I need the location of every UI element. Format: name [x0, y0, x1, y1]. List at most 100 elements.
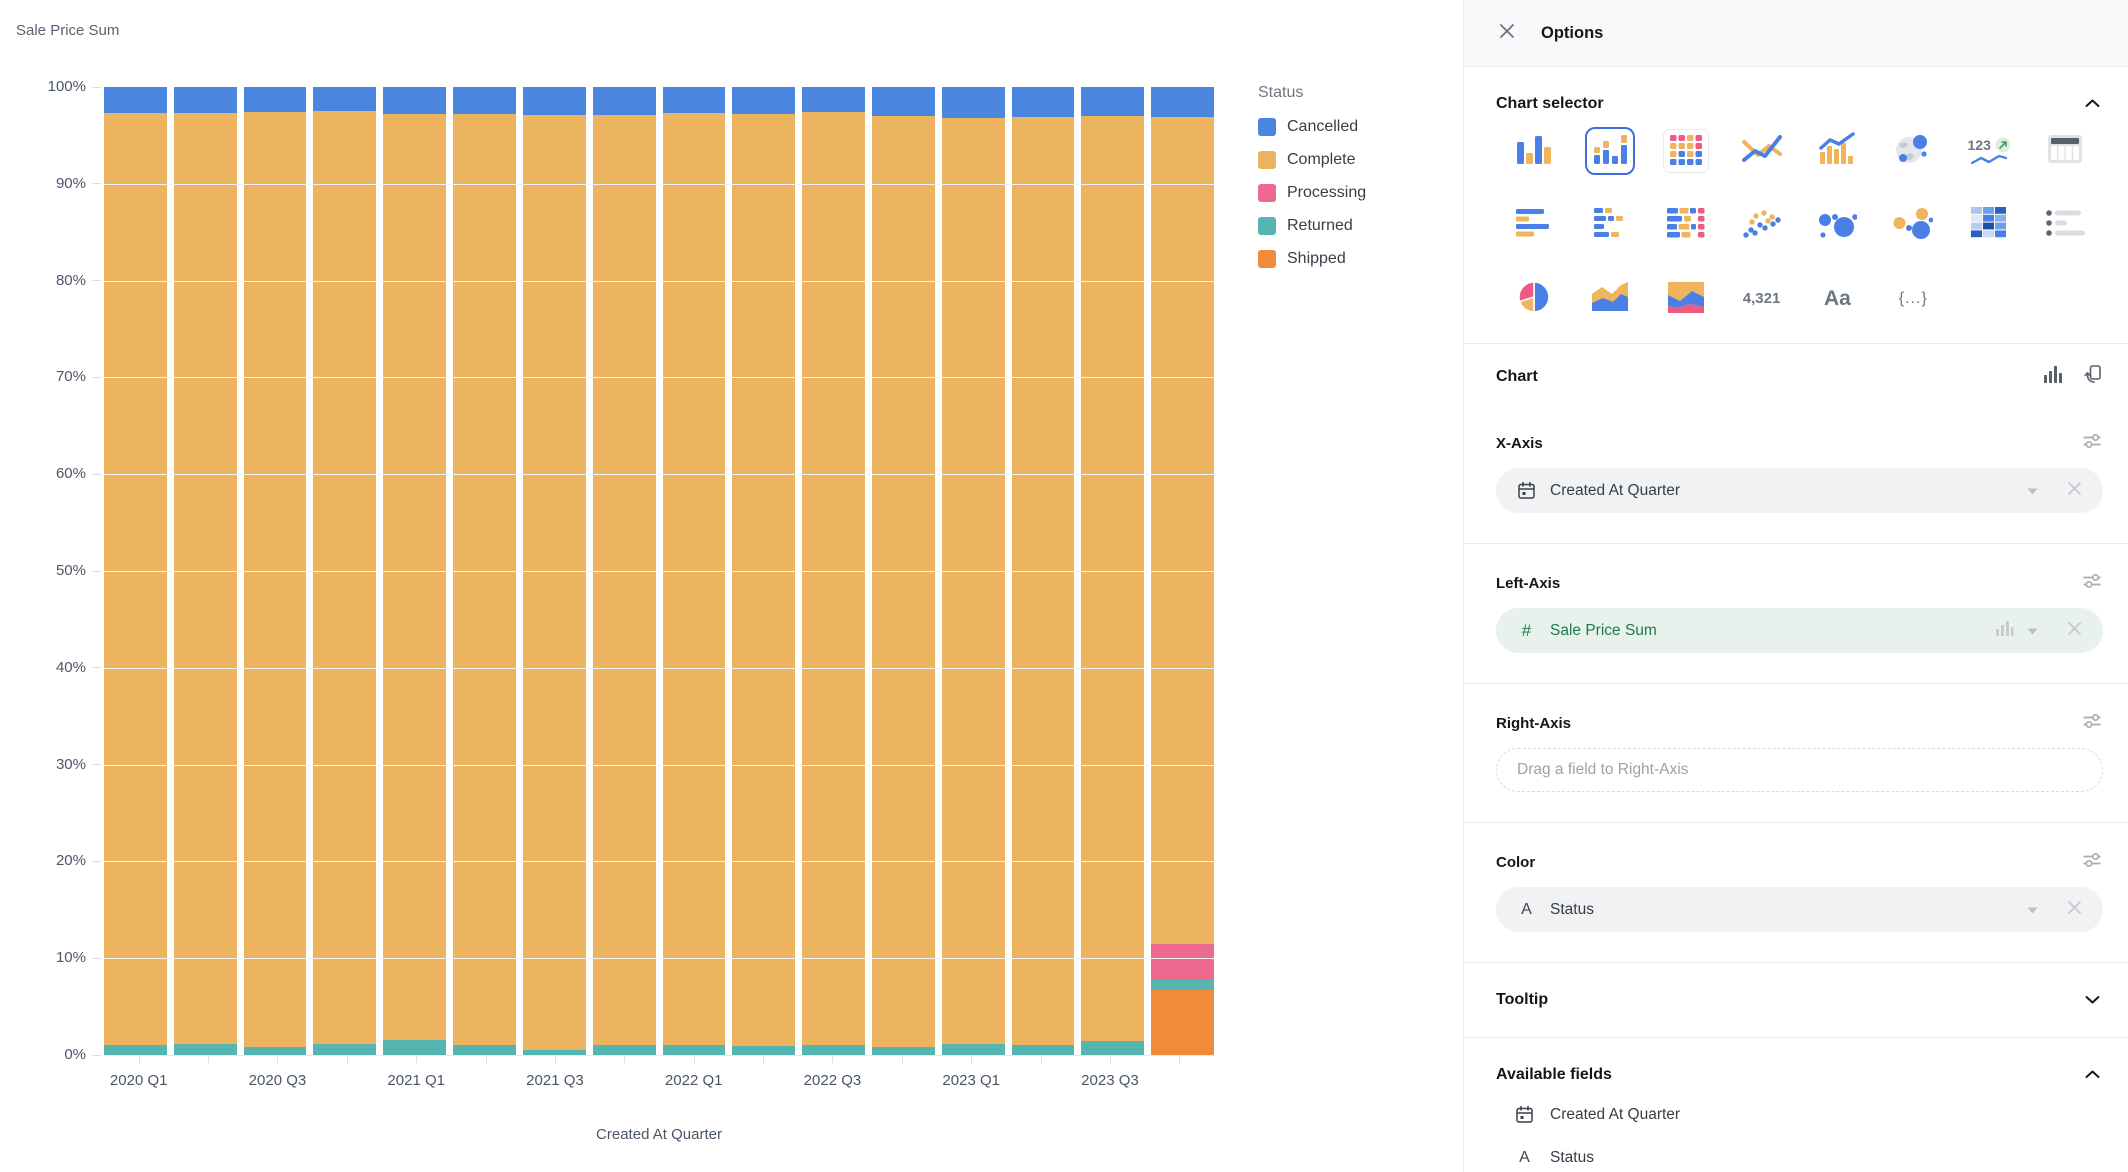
bar-segment-complete[interactable]: [1151, 117, 1214, 944]
chart-selector-collapse-button[interactable]: [2081, 93, 2103, 115]
bar-segment-returned[interactable]: [941, 1044, 1005, 1055]
bar-segment-cancelled[interactable]: [662, 87, 726, 114]
remove-x-axis-field-button[interactable]: [2066, 480, 2083, 502]
bar-segment-returned[interactable]: [732, 1046, 796, 1055]
legend-item-returned[interactable]: Returned: [1258, 217, 1366, 235]
right-axis-drop-zone[interactable]: Drag a field to Right-Axis: [1496, 748, 2103, 792]
bar-segment-complete[interactable]: [1011, 117, 1075, 1046]
bar-segment-cancelled[interactable]: [522, 87, 586, 116]
bar-segment-cancelled[interactable]: [453, 87, 516, 115]
bar-segment-returned[interactable]: [662, 1045, 726, 1055]
color-field-pill[interactable]: A Status: [1496, 887, 2103, 932]
chart-style-button[interactable]: [2043, 365, 2064, 389]
chart-type-stacked-bar-chart[interactable]: [1584, 127, 1635, 175]
bar-segment-cancelled[interactable]: [802, 87, 865, 113]
color-settings-button[interactable]: [2081, 851, 2103, 873]
bar-segment-complete[interactable]: [383, 114, 447, 1041]
bar-segment-complete[interactable]: [313, 111, 377, 1045]
bar-segment-cancelled[interactable]: [1151, 87, 1214, 118]
bar-segment-returned[interactable]: [802, 1045, 865, 1055]
chart-type-scatter-chart[interactable]: [1737, 201, 1787, 249]
legend-item-processing[interactable]: Processing: [1258, 184, 1366, 202]
tooltip-section[interactable]: Tooltip: [1496, 963, 2103, 1037]
bar-segment-complete[interactable]: [173, 113, 237, 1045]
bar-segment-returned[interactable]: [243, 1047, 307, 1055]
x-axis-settings-button[interactable]: [2081, 432, 2103, 454]
bar-segment-complete[interactable]: [1081, 116, 1145, 1042]
available-field-status[interactable]: A Status: [1514, 1149, 2103, 1167]
chevron-down-icon[interactable]: [2027, 622, 2038, 640]
bar-segment-complete[interactable]: [732, 114, 796, 1047]
bar-segment-cancelled[interactable]: [592, 87, 656, 116]
chart-type-stacked-area-chart[interactable]: [1661, 275, 1711, 323]
chart-type-trend-chart[interactable]: 123: [1964, 127, 2014, 175]
bar-segment-returned[interactable]: [383, 1040, 447, 1055]
available-fields-collapse-button[interactable]: [2081, 1064, 2103, 1086]
legend-item-cancelled[interactable]: Cancelled: [1258, 118, 1366, 136]
close-panel-button[interactable]: [1496, 22, 1518, 44]
chart-type-text-card[interactable]: Aa: [1812, 275, 1862, 323]
chart-type-table-chart[interactable]: [2040, 127, 2090, 175]
x-axis-field-pill[interactable]: Created At Quarter: [1496, 468, 2103, 513]
bar-segment-complete[interactable]: [243, 112, 307, 1048]
bar-segment-complete[interactable]: [592, 115, 656, 1046]
chart-type-stacked-horizontal-bar-chart[interactable]: [1585, 201, 1635, 249]
chart-type-area-chart[interactable]: [1585, 275, 1635, 323]
swap-orientation-button[interactable]: [2081, 363, 2103, 390]
legend-item-complete[interactable]: Complete: [1258, 151, 1366, 169]
bar-segment-cancelled[interactable]: [104, 87, 167, 114]
chart-type-json-card[interactable]: {...}: [1888, 275, 1938, 323]
bar-segment-cancelled[interactable]: [313, 87, 377, 112]
bar-segment-complete[interactable]: [104, 113, 167, 1046]
bar-segment-cancelled[interactable]: [1081, 87, 1145, 117]
bar-segment-returned[interactable]: [313, 1044, 377, 1055]
bar-segment-complete[interactable]: [802, 112, 865, 1046]
chart-type-heatmap-chart[interactable]: [1964, 201, 2014, 249]
bar-segment-returned[interactable]: [522, 1050, 586, 1055]
chart-type-pie-chart[interactable]: [1509, 275, 1559, 323]
bar-segment-cancelled[interactable]: [732, 87, 796, 115]
bar-segment-returned[interactable]: [453, 1045, 516, 1055]
chart-type-horizontal-bar-chart[interactable]: [1509, 201, 1559, 249]
chart-type-bubble-chart[interactable]: [1812, 201, 1862, 249]
chart-type-bar-chart[interactable]: [1509, 127, 1559, 175]
bar-segment-returned[interactable]: [1011, 1045, 1075, 1055]
left-axis-settings-button[interactable]: [2081, 572, 2103, 594]
bar-segment-returned[interactable]: [592, 1045, 656, 1055]
bar-segment-cancelled[interactable]: [871, 87, 935, 117]
bar-segment-cancelled[interactable]: [383, 87, 447, 115]
bar-segment-returned[interactable]: [1081, 1041, 1145, 1055]
available-field-created-at-quarter[interactable]: Created At Quarter: [1514, 1104, 2103, 1125]
remove-color-field-button[interactable]: [2066, 899, 2083, 921]
bar-segment-complete[interactable]: [941, 117, 1005, 1045]
chart-type-bubble-color-chart[interactable]: [1888, 201, 1938, 249]
bar-segment-returned[interactable]: [173, 1044, 237, 1055]
chevron-down-icon[interactable]: [2027, 482, 2038, 500]
bar-segment-processing[interactable]: [1151, 943, 1214, 981]
bar-segment-complete[interactable]: [662, 113, 726, 1046]
bar-segment-cancelled[interactable]: [941, 87, 1005, 118]
chart-type-combo-chart[interactable]: [1812, 127, 1862, 175]
chart-type-legend-list-chart[interactable]: [2040, 201, 2090, 249]
chart-type-big-number[interactable]: 4,321: [1737, 275, 1787, 323]
chart-type-grid-chart[interactable]: [1660, 127, 1711, 175]
bar-segment-returned[interactable]: [104, 1045, 167, 1055]
bar-segment-returned[interactable]: [1151, 980, 1214, 991]
tooltip-expand-button[interactable]: [2081, 989, 2103, 1011]
chart-type-map-chart[interactable]: [1888, 127, 1938, 175]
remove-left-axis-field-button[interactable]: [2066, 620, 2083, 642]
chart-type-line-chart[interactable]: [1737, 127, 1787, 175]
left-axis-field-pill[interactable]: # Sale Price Sum: [1496, 608, 2103, 653]
bar-segment-complete[interactable]: [871, 116, 935, 1048]
bar-segment-complete[interactable]: [453, 114, 516, 1046]
chevron-down-icon[interactable]: [2027, 901, 2038, 919]
legend-item-shipped[interactable]: Shipped: [1258, 250, 1366, 268]
bar-segment-cancelled[interactable]: [173, 87, 237, 114]
chart-type-grid-horizontal-chart[interactable]: [1661, 201, 1711, 249]
bar-segment-cancelled[interactable]: [1011, 87, 1075, 118]
right-axis-settings-button[interactable]: [2081, 712, 2103, 734]
bar-segment-shipped[interactable]: [1151, 990, 1214, 1055]
bar-segment-complete[interactable]: [522, 115, 586, 1051]
bar-segment-cancelled[interactable]: [243, 87, 307, 113]
bar-segment-returned[interactable]: [871, 1047, 935, 1055]
